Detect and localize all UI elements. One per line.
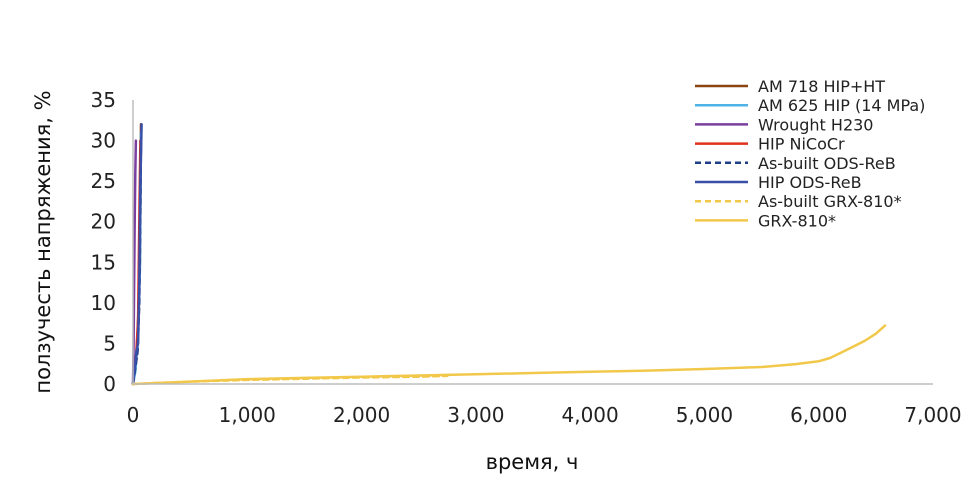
y-tick-label: 15 bbox=[91, 250, 116, 274]
x-tick-label: 6,000 bbox=[790, 403, 847, 427]
series-line-7 bbox=[131, 324, 887, 386]
legend-label: AM 718 HIP+HT bbox=[758, 77, 885, 96]
y-tick-label: 20 bbox=[91, 210, 116, 234]
x-axis-title: время, ч bbox=[486, 450, 579, 474]
tick-labels: 0 1,000 2,000 3,000 4,000 5,000 6,000 7,000 0 5 10… bbox=[91, 88, 962, 427]
legend-label: AM 625 HIP (14 MPa) bbox=[758, 96, 925, 115]
x-tick-label: 5,000 bbox=[676, 403, 733, 427]
legend-label: As-built GRX-810* bbox=[758, 192, 902, 211]
axes bbox=[132, 100, 933, 385]
y-tick-label: 10 bbox=[91, 291, 116, 315]
x-tick-label: 4,000 bbox=[562, 403, 619, 427]
y-tick-label: 30 bbox=[91, 129, 116, 153]
legend-label: GRX-810* bbox=[758, 211, 836, 230]
legend-label: Wrought H230 bbox=[758, 115, 873, 134]
legend-label: As-built ODS-ReB bbox=[758, 154, 896, 173]
x-tick-label: 3,000 bbox=[447, 403, 504, 427]
series-line-5 bbox=[131, 123, 143, 386]
y-tick-label: 5 bbox=[103, 331, 116, 355]
x-tick-label: 7,000 bbox=[904, 403, 961, 427]
x-tick-label: 0 bbox=[127, 403, 140, 427]
y-tick-label: 25 bbox=[91, 169, 116, 193]
legend-label: HIP NiCoCr bbox=[758, 135, 845, 154]
x-tick-label: 1,000 bbox=[219, 403, 276, 427]
legend-label: HIP ODS-ReB bbox=[758, 173, 862, 192]
y-axis-title: ползучесть напряжения, % bbox=[31, 90, 55, 393]
x-tick-label: 2,000 bbox=[333, 403, 390, 427]
y-tick-label: 0 bbox=[103, 372, 116, 396]
y-tick-label: 35 bbox=[91, 88, 116, 112]
